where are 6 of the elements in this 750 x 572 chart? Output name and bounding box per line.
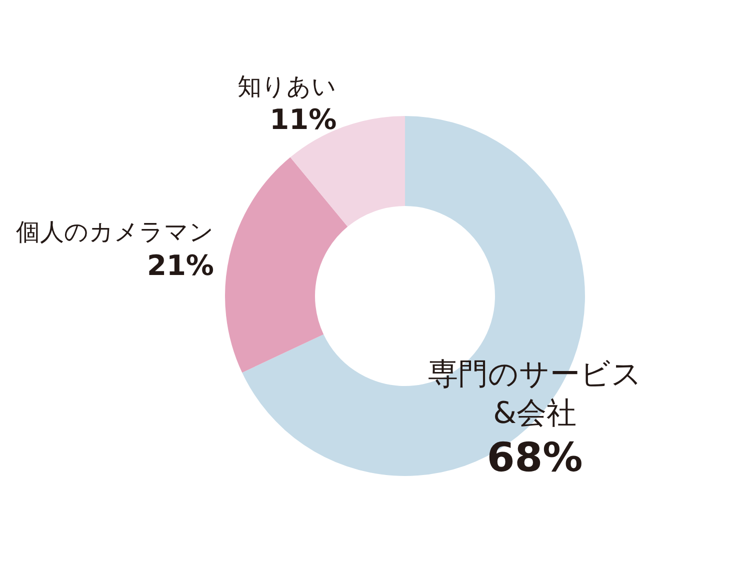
slice-label: 知りあい <box>238 72 337 100</box>
data-label: 21% <box>146 248 214 282</box>
data-label: 11% <box>270 103 337 136</box>
slice-label: 個人のカメラマン <box>16 218 214 246</box>
slice-label: 専門のサービス&会社 <box>428 356 642 431</box>
data-label: 68% <box>486 435 583 482</box>
